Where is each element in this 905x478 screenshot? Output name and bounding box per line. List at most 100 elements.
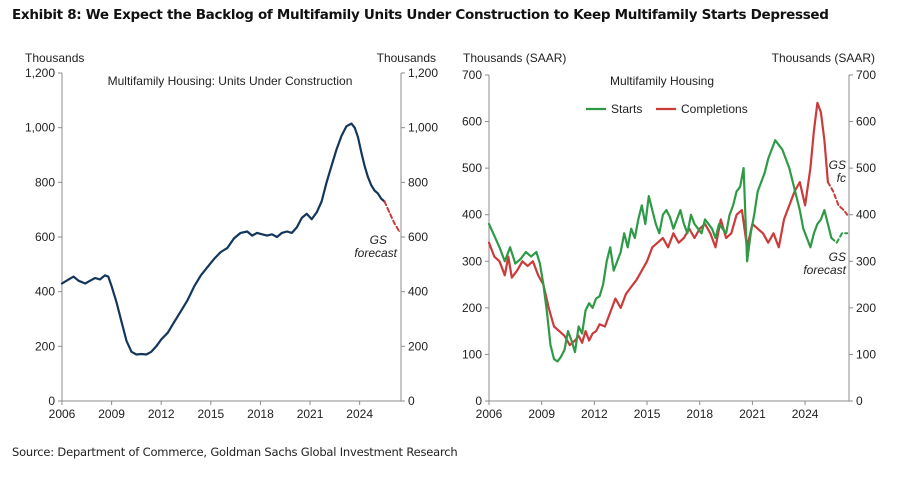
x-tick-label: 2009 [98,407,125,421]
series-completions-point [630,286,632,288]
series-units-under-construction-point [354,127,356,129]
series-completions-point [581,342,583,344]
series-starts-point [813,232,815,234]
y-tick-label-left: 1,000 [25,121,55,135]
series-starts-point [711,228,713,230]
series-starts-point [578,325,580,328]
series-units-under-construction-point [377,192,379,194]
series-units-under-construction-point [187,299,189,301]
y-tick-label-right: 400 [856,208,876,222]
series-starts-point [792,181,794,183]
x-tick-label: 2015 [197,407,224,421]
series-units-under-construction-point [89,280,91,282]
forecast-annotation-line1: GS [370,233,387,247]
series-starts-point [606,260,608,262]
series-starts-point [592,307,594,309]
y-tick-label-left: 800 [35,175,55,189]
series-units-under-construction-point [326,181,328,183]
series-units-under-construction-point [246,230,248,233]
series-completions-point [823,139,826,141]
series-starts-forecast-point [830,237,833,239]
series-completions-forecast-point [832,190,834,192]
series-starts-point [525,251,527,253]
y-tick-label-left: 1,200 [25,66,55,80]
series-units-under-construction-point [256,232,258,234]
chart-title: Multifamily Housing [610,74,714,88]
x-tick-label: 2021 [297,407,324,421]
series-starts-point [816,223,819,225]
series-completions-point [504,274,506,276]
series-starts-point [488,223,490,225]
series-units-under-construction-point [261,233,263,235]
series-completions-point [532,260,534,262]
series-starts-point [795,195,797,197]
series-completions-point [563,335,566,337]
series-starts-point [676,218,678,220]
series-starts-point [570,339,573,342]
series-starts-point [613,270,615,272]
series-completions-point [537,274,539,276]
series-completions-point [725,237,727,239]
series-completions-point [804,204,806,206]
series-starts-point [753,214,755,216]
series-starts-point [662,214,664,216]
legend-label-completions: Completions [681,102,748,116]
series-units-under-construction-point [104,274,106,276]
series-starts-point [549,344,552,346]
series-completions-point [599,323,601,325]
series-starts-point [697,228,699,230]
series-completions-point [620,307,622,309]
series-completions-point [820,111,822,113]
y-tick-label-left: 400 [35,285,55,299]
series-units-under-construction-point [233,237,235,239]
series-completions-point [767,242,769,244]
series-starts-point [788,167,790,169]
series-starts-point [714,237,717,239]
series-starts-point [771,148,773,151]
series-units-under-construction-point [99,278,101,280]
series-completions-point [635,279,638,281]
series-units-under-construction-point [213,258,215,260]
x-tick-label: 2021 [739,407,766,421]
series-starts-point [567,330,569,332]
series-starts-point [778,144,780,146]
series-completions-point [507,256,509,258]
series-completions-point [527,265,529,267]
x-tick-label: 2024 [792,407,819,421]
series-completions-point [548,307,550,309]
series-completions-point [595,330,597,332]
y-tick-label-right: 1,000 [408,121,438,135]
series-units-under-construction-point [286,230,288,233]
x-tick-label: 2006 [476,407,503,421]
series-starts-point [669,216,671,218]
series-units-under-construction-point [311,218,313,220]
y-tick-label-left: 0 [48,394,55,408]
series-starts-point [827,223,829,225]
x-tick-label: 2006 [49,407,76,421]
series-units-under-construction-point [251,235,253,237]
series-units-under-construction-point [125,340,128,342]
series-starts-point [704,218,706,220]
series-starts-point [743,167,745,169]
series-starts-point [627,246,629,248]
series-starts-point [634,237,636,239]
series-starts-point [802,228,804,230]
x-tick-label: 2024 [346,407,373,421]
series-starts-point [693,223,696,225]
series-units-under-construction-point [380,198,382,200]
series-units-under-construction-point [345,125,347,127]
series-starts-point [760,181,762,183]
x-tick-label: 2012 [581,407,608,421]
series-starts-point [658,232,660,234]
y-tick-label-right: 500 [856,161,876,175]
series-completions-point [772,232,775,234]
series-starts-point [520,258,522,260]
series-starts-point [498,246,501,248]
y-tick-label-right: 700 [856,68,876,82]
x-tick-label: 2018 [247,407,274,421]
series-starts-point [732,204,734,206]
y-tick-label-left: 400 [462,208,482,222]
series-starts-point [718,223,720,225]
exhibit-title: Exhibit 8: We Expect the Backlog of Mult… [12,7,829,23]
